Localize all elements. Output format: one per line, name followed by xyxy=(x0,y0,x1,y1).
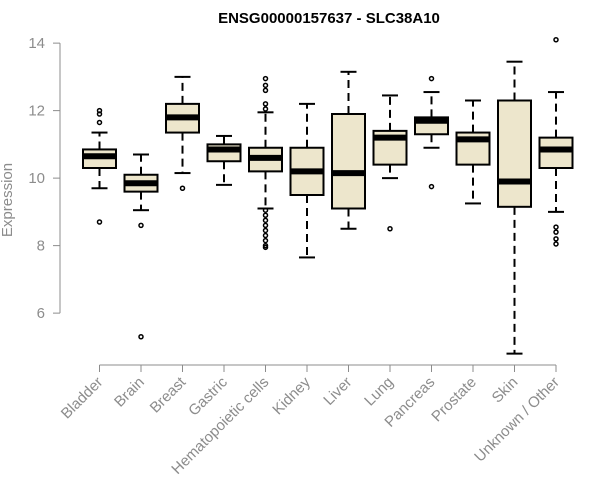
box-kidney xyxy=(289,102,325,259)
outlier-point xyxy=(553,236,559,242)
box-breast xyxy=(165,75,200,191)
outlier-point xyxy=(428,183,435,190)
y-axis: 6 8 10 12 14 xyxy=(28,35,61,322)
outlier-point xyxy=(138,222,144,229)
y-tick-label: 14 xyxy=(28,35,45,52)
box-prostate xyxy=(455,99,491,205)
x-tick-label: Kidney xyxy=(269,373,314,418)
outlier-point xyxy=(262,244,269,251)
outlier-point xyxy=(553,37,559,43)
y-tick-label: 12 xyxy=(28,103,45,120)
outlier-point xyxy=(96,119,103,126)
x-tick-label: Prostate xyxy=(428,374,480,426)
outlier-point xyxy=(262,222,269,229)
y-axis-label: Expression xyxy=(0,163,16,237)
y-tick-label: 8 xyxy=(37,238,45,255)
outlier-point xyxy=(553,224,559,230)
outlier-point xyxy=(138,334,144,340)
outlier-point xyxy=(553,229,559,235)
box-unknown-other xyxy=(538,37,574,247)
x-tick-label: Lung xyxy=(361,374,397,410)
outlier-point xyxy=(387,226,393,232)
outlier-point xyxy=(262,212,269,218)
outlier-point xyxy=(262,227,269,234)
x-tick-label: Liver xyxy=(320,374,355,409)
outlier-point xyxy=(262,82,269,89)
outlier-point xyxy=(262,75,269,82)
box-group xyxy=(82,37,574,355)
outlier-point xyxy=(262,217,269,224)
y-tick-label: 10 xyxy=(28,170,45,187)
box-bladder xyxy=(82,107,117,225)
outlier-point xyxy=(179,185,186,191)
outlier-point xyxy=(262,87,269,94)
outlier-point xyxy=(553,241,559,247)
iqr-box xyxy=(538,136,574,169)
outlier-point xyxy=(428,75,435,82)
box-pancreas xyxy=(414,75,449,190)
box-hematopoietic-cells xyxy=(248,75,283,251)
x-tick-label: Bladder xyxy=(58,374,107,423)
box-skin xyxy=(497,60,532,355)
outlier-point xyxy=(96,219,103,225)
iqr-box xyxy=(497,99,532,208)
outlier-point xyxy=(262,106,269,112)
x-tick-label: Breast xyxy=(147,373,190,416)
outlier-point xyxy=(262,237,269,244)
box-liver xyxy=(331,70,366,230)
outlier-point xyxy=(262,232,269,239)
chart-title: ENSG00000157637 - SLC38A10 xyxy=(218,10,440,27)
x-tick-label: Skin xyxy=(489,374,522,407)
x-tick-label: Brain xyxy=(111,374,148,411)
iqr-box xyxy=(331,113,366,210)
outlier-point xyxy=(262,207,269,213)
y-tick-label: 6 xyxy=(37,305,45,322)
outlier-point xyxy=(96,111,103,117)
box-lung xyxy=(372,94,408,232)
box-gastric xyxy=(206,134,242,186)
box-brain xyxy=(123,153,159,340)
outlier-point xyxy=(262,101,269,107)
